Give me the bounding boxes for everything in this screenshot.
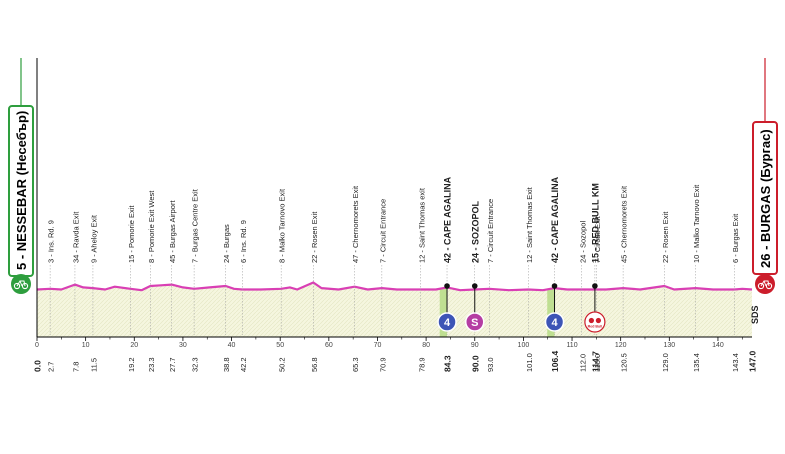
waypoint-label: 47 - Chernomorets Exit xyxy=(351,185,360,263)
profile-area xyxy=(37,282,752,337)
x-tick-label: 100 xyxy=(518,342,530,349)
km-label: 114.7 xyxy=(590,351,600,372)
waypoint-label: 10 - Malko Tarnovo Exit xyxy=(692,184,701,263)
waypoint-label: 45 - Burgas Airport xyxy=(168,200,177,263)
x-tick-label: 130 xyxy=(663,342,675,349)
km-label: 115.0 xyxy=(593,354,602,372)
km-label: 11.5 xyxy=(89,358,98,372)
sprint-badge-icon xyxy=(465,312,485,332)
km-label: 78.9 xyxy=(417,357,426,372)
waypoint-label: 42 - CAPE AGALINA xyxy=(550,176,560,263)
waypoint-label: 8 - Malko Tarnovo Exit xyxy=(278,188,287,263)
finish-label: 26 - BURGAS (Бургас) xyxy=(758,129,773,268)
km-label: 101.0 xyxy=(525,353,534,372)
km-label: 0.0 xyxy=(33,360,43,372)
start-marker: 5 - NESSEBAR (Несебър) xyxy=(8,58,34,294)
waypoint-label: 7 - Circuit Exit xyxy=(593,215,602,263)
waypoint-label: 7 - Circuit Entrance xyxy=(486,199,495,263)
waypoint-label: 15 - Pomorie Exit xyxy=(127,205,136,263)
x-tick-label: 50 xyxy=(276,342,284,349)
km-label: 120.5 xyxy=(620,353,629,372)
km-label: 70.9 xyxy=(378,357,387,372)
km-label: 19.2 xyxy=(127,357,136,372)
redbull-text: Red Bull xyxy=(588,325,603,329)
waypoint-label: 7 - Burgas Centre Exit xyxy=(191,188,200,263)
brand-mark: SDS xyxy=(750,305,760,324)
x-tick-label: 10 xyxy=(82,342,90,349)
km-label: 65.3 xyxy=(351,357,360,372)
km-label: 38.8 xyxy=(222,357,231,372)
km-label: 23.3 xyxy=(147,357,156,372)
km-label: 50.2 xyxy=(278,357,287,372)
km-label: 106.4 xyxy=(550,350,560,372)
redbull-km-icon xyxy=(584,311,606,333)
km-label: 56.8 xyxy=(310,357,319,372)
x-tick-label: 30 xyxy=(179,342,187,349)
x-tick-label: 0 xyxy=(35,342,39,349)
km-label: 143.4 xyxy=(731,353,740,372)
redbull-bull-right xyxy=(595,317,601,324)
kom-badge-icon xyxy=(437,312,457,332)
km-label: 147.0 xyxy=(748,350,758,372)
finish-marker: 26 - BURGAS (Бургас) xyxy=(752,58,778,294)
x-tick-label: 80 xyxy=(422,342,430,349)
km-label: 90.0 xyxy=(470,355,480,372)
x-tick-label: 70 xyxy=(374,342,382,349)
km-label: 84.3 xyxy=(443,355,453,372)
x-tick-label: 40 xyxy=(228,342,236,349)
x-tick-label: 140 xyxy=(712,342,724,349)
kom-category: 4 xyxy=(551,317,558,329)
km-label: 135.4 xyxy=(692,353,701,372)
waypoint-label: 8 - Pomorie Exit West xyxy=(147,190,156,263)
waypoint-label: 12 - Saint Thomas Exit xyxy=(525,186,534,263)
waypoint-label: 24 - Sozopol xyxy=(578,221,587,263)
waypoint-label: 7 - Circuit Entrance xyxy=(378,199,387,263)
waypoint-label: 12 - Saint Thomas exit xyxy=(417,187,426,263)
km-label: 2.7 xyxy=(47,362,56,372)
km-label: 7.8 xyxy=(71,362,80,372)
x-tick-label: 110 xyxy=(566,342,577,349)
waypoint-label: 42 - CAPE AGALINA xyxy=(443,176,453,263)
waypoint-label: 6 - Burgas Exit xyxy=(731,213,740,263)
x-tick-label: 20 xyxy=(130,342,138,349)
waypoint-label: 15 - RED BULL KM xyxy=(590,183,600,263)
sprint-badge-letter: S xyxy=(471,317,478,329)
km-label: 42.2 xyxy=(239,357,248,372)
waypoint-label: 3 - Ins. Rd. 9 xyxy=(47,220,56,263)
start-label: 5 - NESSEBAR (Несебър) xyxy=(14,111,29,270)
waypoint-label: 45 - Chernomorets Exit xyxy=(620,185,629,263)
waypoint-label: 22 - Rosen Exit xyxy=(661,211,670,263)
waypoint-label: 24 - SOZOPOL xyxy=(470,200,480,263)
x-tick-label: 120 xyxy=(615,342,627,349)
waypoint-label: 22 - Rosen Exit xyxy=(310,211,319,263)
km-label: 32.3 xyxy=(191,357,200,372)
km-label: 27.7 xyxy=(168,357,177,372)
km-label: 93.0 xyxy=(486,357,495,372)
waypoint-label: 24 - Burgas xyxy=(222,224,231,263)
x-tick-label: 90 xyxy=(471,342,479,349)
waypoint-label: 6 - Ins. Rd. 9 xyxy=(239,220,248,263)
profile-line xyxy=(36,281,753,292)
km-label: 129.0 xyxy=(661,353,670,372)
km-label: 112.0 xyxy=(578,354,587,372)
waypoint-label: 9 - Aheloy Exit xyxy=(89,214,98,263)
redbull-bull-left xyxy=(588,317,594,324)
kom-category: 4 xyxy=(444,317,451,329)
kom-badge-icon xyxy=(544,312,565,332)
x-tick-label: 60 xyxy=(325,342,333,349)
waypoint-label: 34 - Ravda Exit xyxy=(71,211,80,263)
